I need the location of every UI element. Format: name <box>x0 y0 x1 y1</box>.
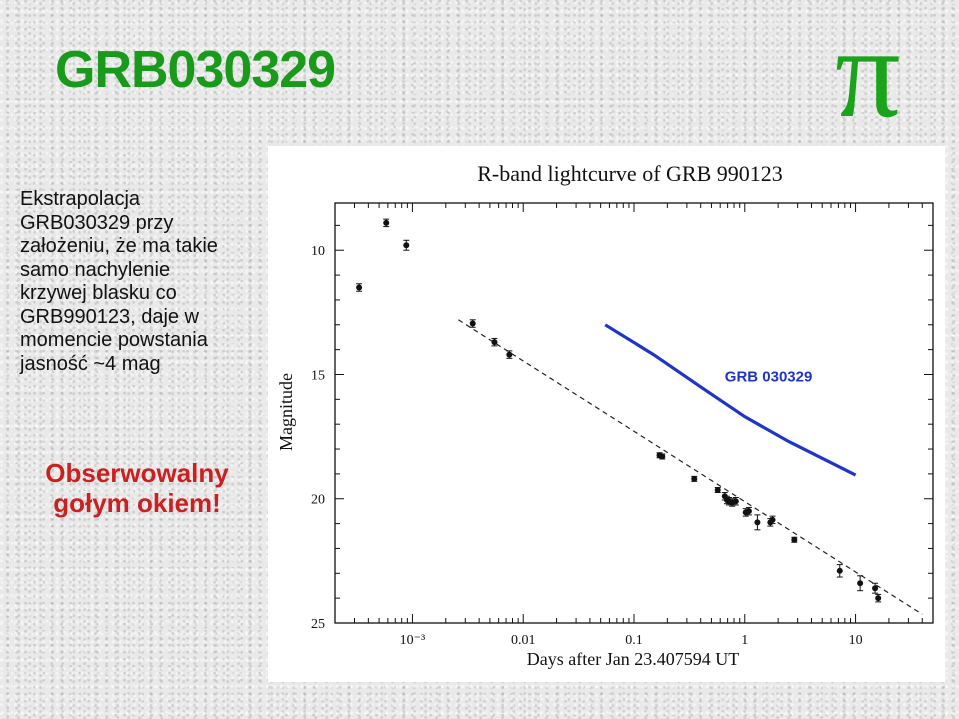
slide-title: GRB030329 <box>55 41 336 99</box>
data-points <box>356 218 882 603</box>
description-text: Ekstrapolacja GRB030329 przy założeniu, … <box>20 188 218 375</box>
x-tick-label: 10⁻³ <box>400 633 426 648</box>
grb030329-layer: GRB 030329 <box>604 323 857 477</box>
point-marker <box>714 487 721 494</box>
point-marker <box>491 339 498 346</box>
data-point <box>745 506 752 516</box>
data-point <box>659 453 666 460</box>
y-tick-label: 25 <box>311 617 325 632</box>
data-point <box>791 536 798 543</box>
data-point <box>875 593 882 603</box>
x-tick-label: 1 <box>741 633 748 648</box>
x-axis-label: Days after Jan 23.407594 UT <box>527 649 739 669</box>
data-point <box>469 319 476 328</box>
pi-symbol: π <box>835 1 901 145</box>
point-marker <box>356 284 363 291</box>
data-point <box>403 239 410 251</box>
grb030329-label: GRB 030329 <box>725 369 813 386</box>
x-tick-label: 0.1 <box>625 633 643 648</box>
point-marker <box>754 519 761 526</box>
point-marker <box>469 320 476 327</box>
data-point <box>356 283 363 292</box>
data-point <box>836 564 843 578</box>
point-marker <box>506 351 513 358</box>
grb030329-line <box>604 323 857 477</box>
point-marker <box>659 453 666 460</box>
data-point <box>714 487 721 494</box>
data-point <box>872 582 879 594</box>
y-tick-label: 10 <box>311 244 325 259</box>
chart-svg: R-band lightcurve of GRB 990123 10⁻³ 0.01… <box>276 161 934 669</box>
data-point <box>506 350 513 359</box>
fit-layer <box>458 319 923 615</box>
point-marker <box>857 580 864 587</box>
x-tick-label: 10 <box>849 633 863 648</box>
point-marker <box>769 516 776 523</box>
point-marker <box>745 508 752 515</box>
data-point <box>769 515 776 525</box>
y-tick-label: 15 <box>311 368 325 383</box>
plot-frame <box>334 202 934 624</box>
point-marker <box>872 585 879 592</box>
power-law-fit-line <box>458 319 923 615</box>
point-marker <box>875 595 882 602</box>
point-marker <box>791 536 798 543</box>
point-marker <box>403 242 410 249</box>
point-marker <box>836 567 843 574</box>
x-axis: 10⁻³ 0.01 0.1 1 10 <box>334 203 934 648</box>
point-marker <box>691 475 698 482</box>
data-point <box>732 496 739 506</box>
y-axis: 10 15 20 25 <box>311 224 933 632</box>
data-point <box>857 575 864 592</box>
chart-title: R-band lightcurve of GRB 990123 <box>477 161 783 186</box>
data-point <box>383 218 390 228</box>
x-tick-label: 0.01 <box>511 633 536 648</box>
point-marker <box>732 498 739 505</box>
data-point <box>491 337 498 347</box>
y-tick-label: 20 <box>311 493 325 508</box>
data-point <box>691 475 698 482</box>
observable-note: Obserwowalny gołym okiem! <box>45 458 229 518</box>
y-axis-label: Magnitude <box>276 373 296 451</box>
data-point <box>754 514 761 531</box>
lightcurve-chart: R-band lightcurve of GRB 990123 10⁻³ 0.01… <box>268 146 945 682</box>
point-marker <box>383 219 390 226</box>
